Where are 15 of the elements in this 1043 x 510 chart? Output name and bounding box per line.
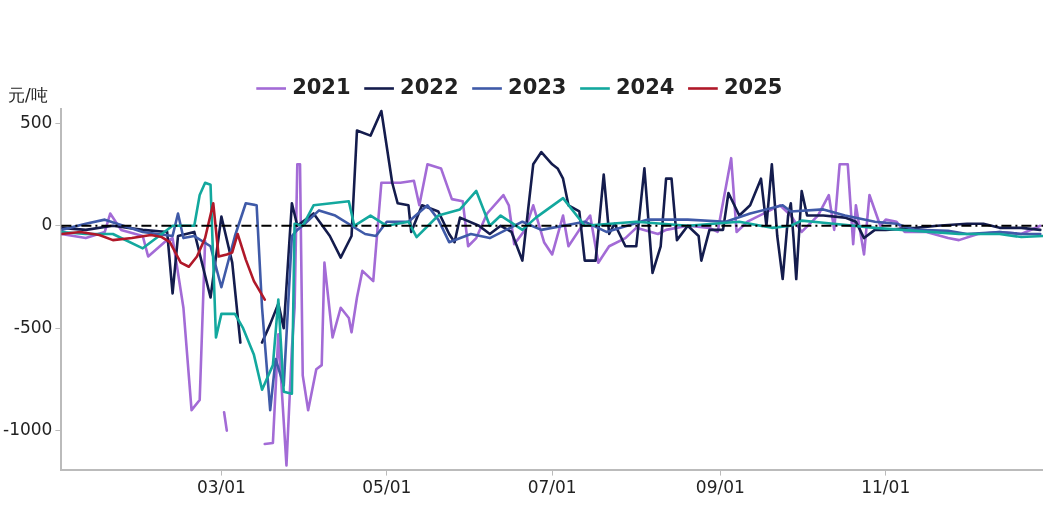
x-tick-label: 03/01 <box>196 477 246 498</box>
y-tick-label: 0 <box>41 214 53 235</box>
legend-label: 2024 <box>615 74 675 99</box>
x-tick-label: 07/01 <box>527 477 577 498</box>
x-tick-label: 09/01 <box>695 477 745 498</box>
y-tick-label: 500 <box>19 111 53 132</box>
y-tick-label: -1000 <box>2 419 53 440</box>
legend-label: 2023 <box>508 74 567 99</box>
x-tick-label: 11/01 <box>861 477 911 498</box>
y-axis-title: 元/吨 <box>8 85 48 106</box>
legend-label: 2022 <box>400 74 459 99</box>
legend-label: 2021 <box>292 74 351 99</box>
x-tick-label: 05/01 <box>362 477 412 498</box>
legend-label: 2025 <box>723 74 783 99</box>
y-tick-label: -500 <box>13 316 53 337</box>
